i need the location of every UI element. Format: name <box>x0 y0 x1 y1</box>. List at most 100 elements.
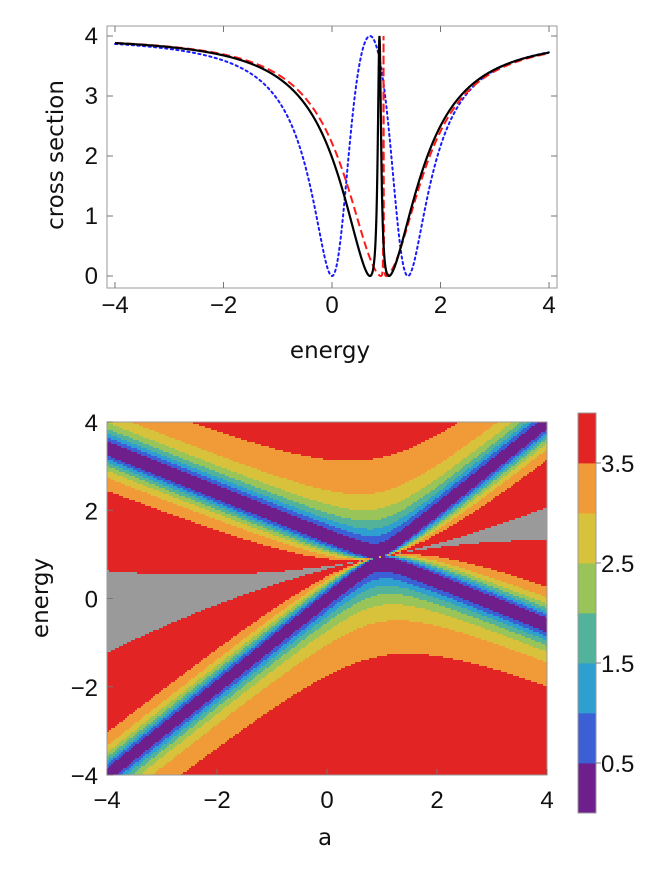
contour-cell <box>183 734 192 737</box>
contour-cell <box>333 626 364 629</box>
contour-cell <box>185 486 222 489</box>
contour-cell <box>385 556 390 559</box>
contour-cell <box>247 476 280 479</box>
contour-cell <box>523 626 534 629</box>
contour-cell <box>153 744 160 747</box>
contour-cell <box>453 512 458 515</box>
contour-cell <box>155 474 192 477</box>
contour-cell <box>145 730 150 733</box>
contour-cell <box>169 714 174 717</box>
contour-cell <box>399 558 406 561</box>
contour-cell <box>167 712 172 715</box>
contour-cell <box>247 690 262 693</box>
contour-cell <box>295 546 310 549</box>
contour-cell <box>107 752 114 755</box>
contour-cell <box>459 544 547 547</box>
contour-cell <box>177 700 184 703</box>
contour-cell <box>431 490 440 493</box>
contour-cell <box>303 568 328 571</box>
contour-cell <box>175 730 182 733</box>
contour-cell <box>309 498 406 501</box>
contour-cell <box>487 666 547 669</box>
contour-cell <box>221 514 232 517</box>
contour-cell <box>333 544 402 547</box>
contour-cell <box>155 746 162 749</box>
contour-cell <box>215 498 252 501</box>
contour-cell <box>199 738 230 741</box>
contour-cell <box>471 662 547 665</box>
contour-cell <box>289 616 292 619</box>
contour-cell <box>457 522 504 525</box>
contour-cell <box>385 554 388 557</box>
contour-cell <box>291 534 300 537</box>
contour-cell <box>263 688 304 691</box>
contour-cell <box>193 716 200 719</box>
contour-cell <box>107 636 142 639</box>
contour-cell <box>107 446 122 449</box>
contour-cell <box>235 650 242 653</box>
contour-cell <box>215 464 246 467</box>
contour-cell <box>439 528 448 531</box>
contour-cell <box>283 674 330 677</box>
contour-cell <box>135 738 140 741</box>
contour-cell <box>307 520 320 523</box>
contour-cell <box>325 612 332 615</box>
contour-cell <box>107 738 116 741</box>
contour-cell <box>449 506 454 509</box>
contour-cell <box>463 512 474 515</box>
contour-cell <box>459 560 547 563</box>
contour-cell <box>375 492 416 495</box>
contour-cell <box>227 698 238 701</box>
contour-cell <box>427 524 430 527</box>
contour-cell <box>537 466 547 469</box>
contour-cell <box>385 490 420 493</box>
contour-cell <box>405 542 408 545</box>
contour-cell <box>139 764 146 767</box>
contour-cell <box>145 726 150 729</box>
contour-cell <box>185 442 256 445</box>
contour-cell <box>347 552 354 555</box>
contour-cell <box>431 610 458 613</box>
contour-cell <box>141 754 146 757</box>
contour-cell <box>273 530 282 533</box>
contour-cell <box>349 616 452 619</box>
contour-cell <box>501 430 510 433</box>
contour-cell <box>531 638 544 641</box>
contour-cell <box>169 744 178 747</box>
contour-cell <box>107 528 214 531</box>
contour-cell <box>159 486 170 489</box>
contour-cell <box>167 464 178 467</box>
contour-cell <box>259 680 276 683</box>
contour-cell <box>251 540 278 543</box>
contour-cell <box>247 488 262 491</box>
contour-cell <box>533 442 538 445</box>
contour-cell <box>485 480 490 483</box>
contour-cell <box>163 740 170 743</box>
contour-cell <box>245 464 438 467</box>
contour-cell <box>481 452 490 455</box>
contour-cell <box>343 548 396 551</box>
contour-cell <box>291 514 304 517</box>
contour-cell <box>339 606 352 609</box>
contour-cell <box>199 716 206 719</box>
contour-cell <box>449 518 454 521</box>
contour-cell <box>315 638 338 641</box>
contour-cell <box>365 562 408 565</box>
contour-cell <box>195 710 202 713</box>
contour-cell <box>291 638 298 641</box>
contour-cell <box>479 446 490 449</box>
contour-cell <box>181 752 212 755</box>
contour-cell <box>215 698 222 701</box>
contour-cell <box>353 566 356 569</box>
contour-cell <box>413 520 432 523</box>
contour-cell <box>107 584 274 587</box>
contour-cell <box>307 636 320 639</box>
contour-cell <box>153 748 160 751</box>
contour-cell <box>403 450 458 453</box>
contour-cell <box>243 680 252 683</box>
contour-cell <box>155 440 182 443</box>
contour-cell <box>183 728 190 731</box>
contour-cell <box>227 656 234 659</box>
contour-cell <box>149 632 240 635</box>
contour-cell <box>107 634 146 637</box>
